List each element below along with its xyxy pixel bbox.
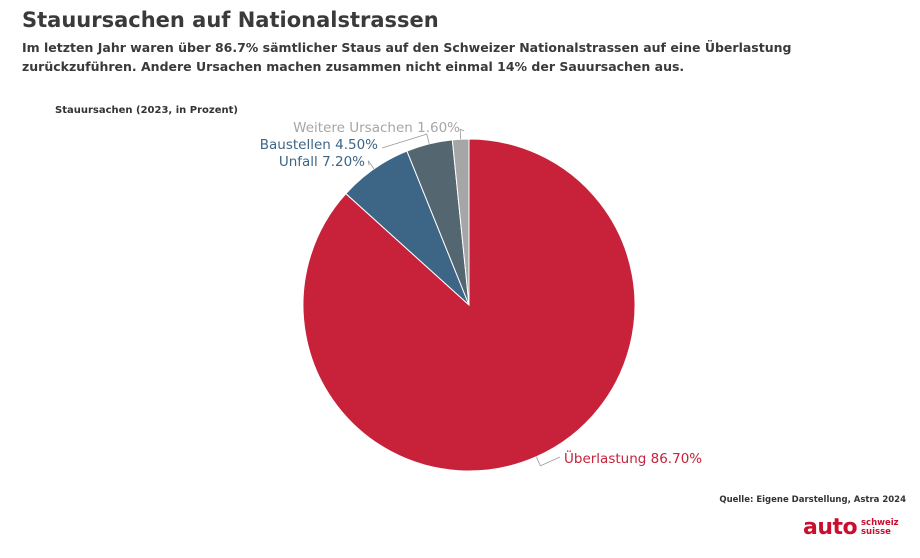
logo-line-2: suisse bbox=[861, 527, 891, 537]
slice-label-3: Weitere Ursachen 1.60% bbox=[293, 120, 460, 136]
pie-slices bbox=[302, 138, 636, 472]
source-note: Quelle: Eigene Darstellung, Astra 2024 bbox=[719, 495, 906, 505]
slice-label-1: Unfall 7.20% bbox=[279, 154, 365, 170]
leader-line-3 bbox=[459, 128, 465, 140]
chart-subtitle: Im letzten Jahr waren über 86.7% sämtlic… bbox=[22, 40, 792, 74]
logo-line-1: schweiz bbox=[861, 518, 899, 528]
leader-line-2 bbox=[381, 133, 430, 149]
leader-line-1 bbox=[367, 160, 375, 170]
chart-caption: Stauursachen (2023, in Prozent) bbox=[55, 105, 238, 116]
chart-title: Stauursachen auf Nationalstrassen bbox=[22, 8, 439, 32]
pie-leader-lines bbox=[367, 128, 561, 467]
logo-wordmark: auto bbox=[803, 515, 858, 540]
pie-labels: Überlastung 86.70% Unfall 7.20%Baustellen… bbox=[260, 120, 703, 467]
slice-label-2: Baustellen 4.50% bbox=[260, 137, 378, 153]
leader-line-0 bbox=[535, 456, 561, 467]
slice-label-0: Überlastung 86.70% bbox=[564, 449, 702, 467]
auto-schweiz-logo: auto schweiz suisse bbox=[803, 515, 903, 545]
